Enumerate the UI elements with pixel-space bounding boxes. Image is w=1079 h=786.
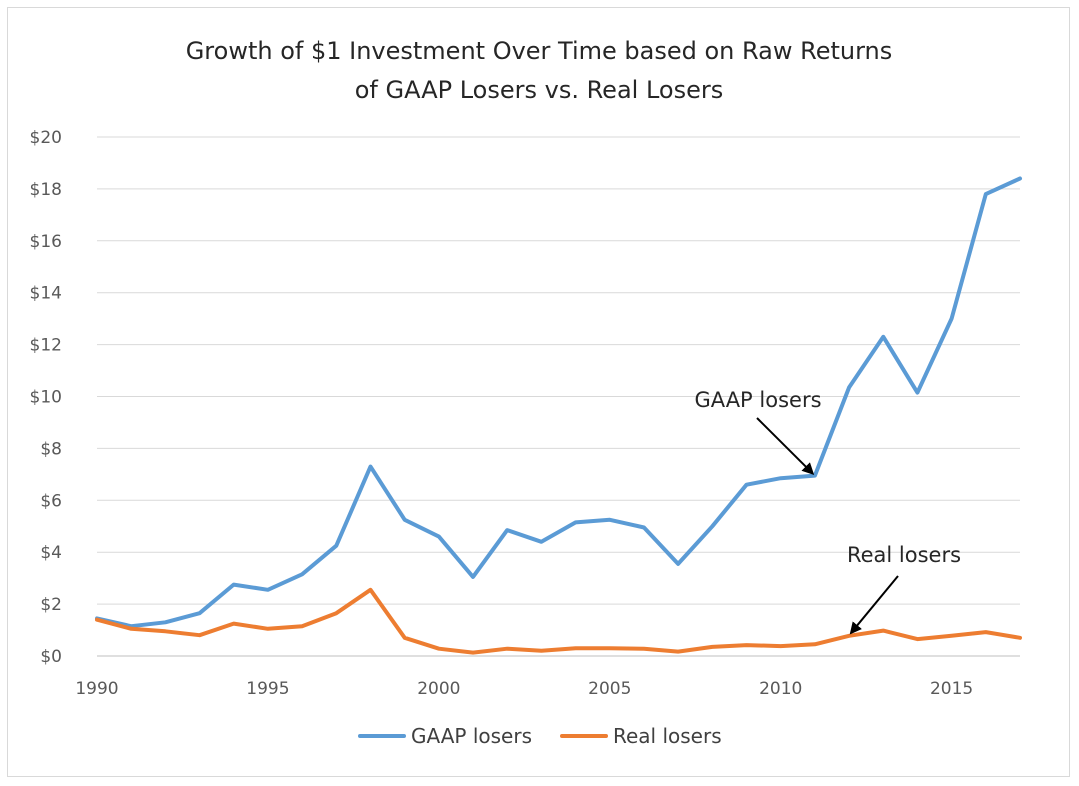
x-tick-label: 1990 bbox=[75, 679, 118, 699]
x-tick-label: 2010 bbox=[759, 679, 802, 699]
y-tick-label: $12 bbox=[30, 336, 62, 356]
y-tick-label: $0 bbox=[40, 647, 62, 667]
y-tick-label: $18 bbox=[30, 180, 62, 200]
legend-label: Real losers bbox=[613, 724, 722, 748]
annotation-label: Real losers bbox=[847, 543, 961, 567]
chart-title-line-2: of GAAP Losers vs. Real Losers bbox=[355, 76, 723, 104]
x-tick-label: 2000 bbox=[417, 679, 460, 699]
annotations: GAAP losers Real losers bbox=[694, 388, 961, 635]
x-tick-label: 2005 bbox=[588, 679, 631, 699]
y-tick-label: $20 bbox=[30, 128, 62, 148]
series-lines bbox=[95, 176, 1022, 655]
y-tick-label: $2 bbox=[40, 595, 62, 615]
annotation-label: GAAP losers bbox=[694, 388, 821, 412]
annotation-arrow bbox=[849, 575, 899, 635]
legend-label: GAAP losers bbox=[411, 724, 532, 748]
x-axis-ticks: 1990 1995 2000 2005 2010 2015 bbox=[75, 679, 973, 699]
y-tick-label: $16 bbox=[30, 232, 62, 252]
x-tick-label: 1995 bbox=[246, 679, 289, 699]
series-line-real-losers bbox=[95, 587, 1022, 655]
y-tick-label: $4 bbox=[40, 543, 62, 563]
x-tick-label: 2015 bbox=[930, 679, 973, 699]
y-tick-label: $8 bbox=[40, 439, 62, 459]
gridlines bbox=[97, 136, 1020, 657]
series-line-gaap-losers bbox=[95, 176, 1022, 629]
y-axis-ticks: $0 $2 $4 $6 $8 $10 $12 $14 $16 $18 $20 bbox=[30, 128, 62, 667]
legend: GAAP losers Real losers bbox=[358, 724, 722, 748]
y-tick-label: $6 bbox=[40, 491, 62, 511]
y-tick-label: $14 bbox=[30, 284, 62, 304]
chart-title-line-1: Growth of $1 Investment Over Time based … bbox=[186, 37, 893, 65]
annotation-arrow bbox=[756, 417, 815, 475]
y-tick-label: $10 bbox=[30, 388, 62, 408]
